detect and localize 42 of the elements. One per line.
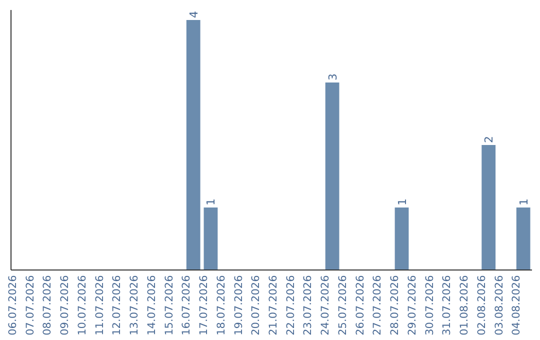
x-tick-label: 01.08.2026: [458, 274, 471, 336]
x-tick-label: 22.07.2026: [284, 274, 297, 336]
x-tick-label: 11.07.2026: [94, 274, 106, 336]
x-tick-label: 09.07.2026: [59, 274, 72, 336]
x-tick-label: 18.07.2026: [215, 274, 228, 336]
bar: [186, 20, 200, 270]
x-tick-label: 08.07.2026: [42, 274, 54, 336]
x-tick-label: 23.07.2026: [302, 274, 314, 336]
x-tick-label: 20.07.2026: [250, 274, 262, 336]
x-tick-label: 13.07.2026: [128, 274, 141, 336]
x-tick-label: 24.07.2026: [320, 274, 332, 336]
x-tick-label: 06.07.2026: [7, 274, 20, 336]
x-tick-label: 10.07.2026: [76, 274, 88, 336]
x-tick-label: 27.07.2026: [372, 274, 384, 336]
x-tick-label: 15.07.2026: [163, 274, 176, 336]
bar: [516, 208, 530, 270]
data-label: 4: [187, 11, 200, 18]
bar: [394, 208, 409, 270]
x-tick-label: 04.08.2026: [510, 274, 523, 336]
x-tick-label: 26.07.2026: [354, 274, 366, 336]
bar: [482, 145, 496, 270]
x-tick-label: 29.07.2026: [406, 274, 418, 336]
x-tick-label: 07.07.2026: [24, 274, 36, 336]
data-label: 3: [326, 74, 340, 80]
bar: [204, 208, 218, 270]
data-label: 1: [396, 198, 409, 206]
data-label: 2: [482, 136, 496, 143]
x-tick-label: 28.07.2026: [389, 274, 402, 336]
bar: [325, 82, 340, 270]
x-tick-label: 31.07.2026: [441, 274, 454, 336]
data-label: 1: [517, 198, 530, 206]
x-tick-label: 25.07.2026: [336, 274, 349, 336]
x-tick-label: 02.08.2026: [476, 274, 488, 336]
x-tick-label: 12.07.2026: [111, 274, 124, 336]
data-label: 1: [204, 198, 218, 206]
x-tick-label: 16.07.2026: [180, 274, 193, 336]
x-tick-label: 21.07.2026: [268, 274, 280, 336]
x-tick-label: 30.07.2026: [424, 274, 436, 336]
x-tick-label: 19.07.2026: [232, 274, 245, 336]
x-tick-label: 14.07.2026: [146, 274, 158, 336]
x-tick-label: 03.08.2026: [493, 274, 506, 336]
x-tick-label: 17.07.2026: [198, 274, 210, 336]
